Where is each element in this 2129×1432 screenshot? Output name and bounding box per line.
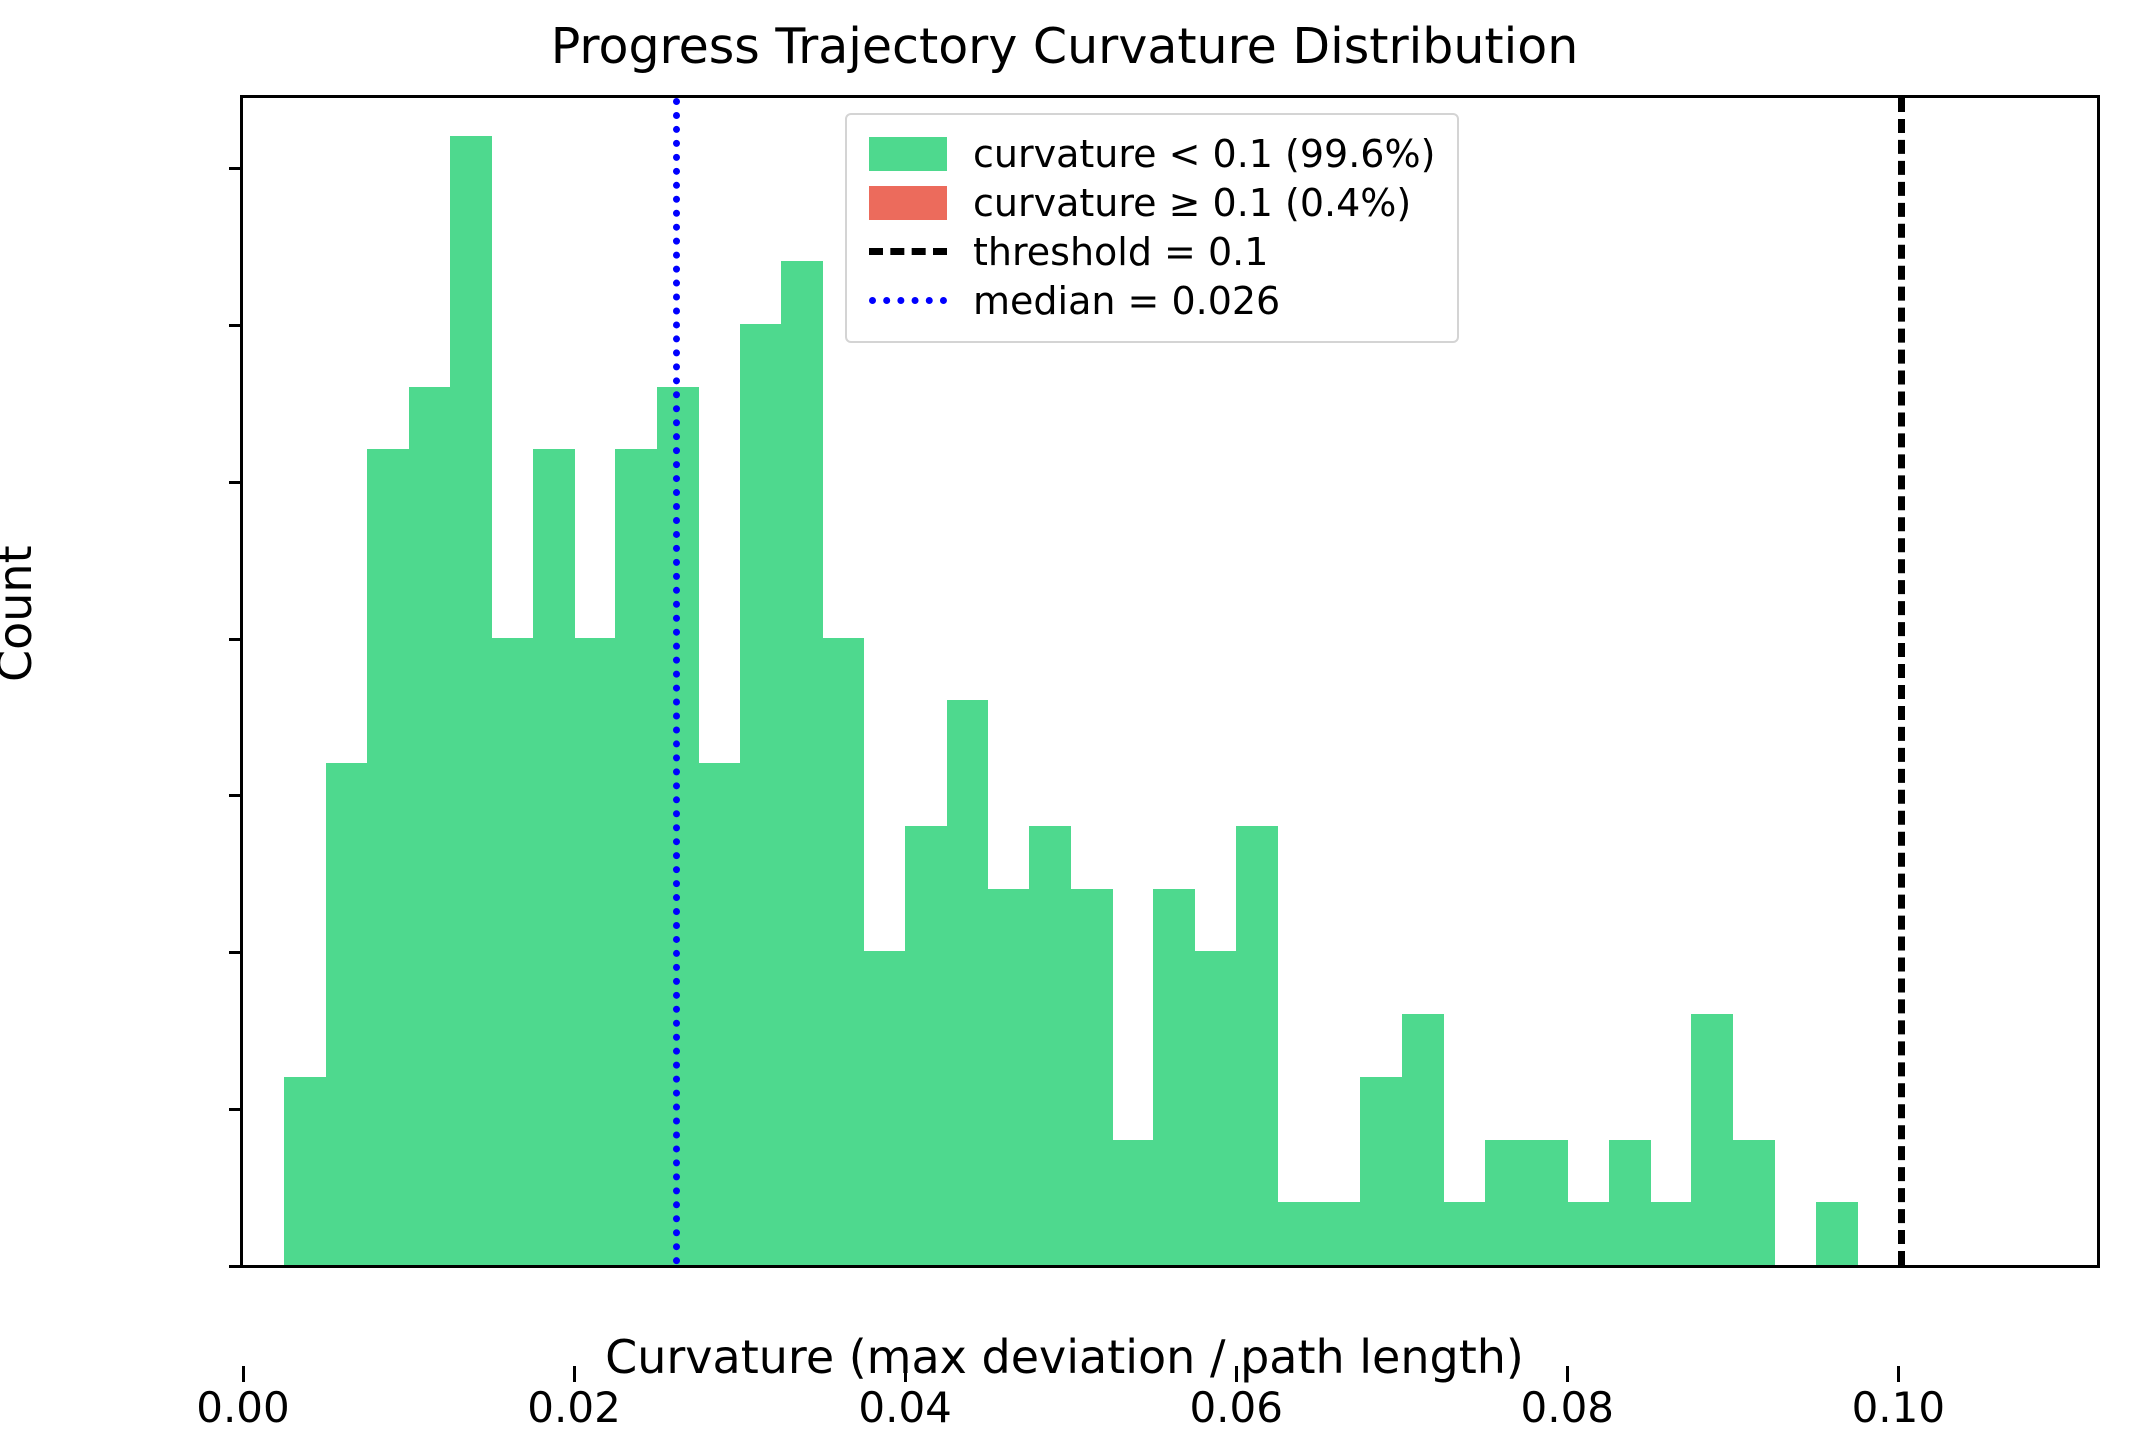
histogram-bar xyxy=(1732,1139,1775,1265)
x-tick-mark xyxy=(904,1366,908,1382)
x-tick-label: 0.10 xyxy=(1851,1383,1946,1432)
x-tick-label: 0.04 xyxy=(858,1383,952,1432)
histogram-bar xyxy=(1567,1202,1610,1265)
x-tick-mark xyxy=(242,1366,245,1382)
x-tick-label: 0.00 xyxy=(196,1383,290,1432)
legend-dashed-line-icon xyxy=(869,248,947,255)
legend-item[interactable]: curvature < 0.1 (99.6%) xyxy=(869,129,1435,178)
histogram-bar xyxy=(1360,1076,1403,1265)
histogram-bar xyxy=(987,888,1030,1265)
legend-dotted-line-icon xyxy=(869,297,947,304)
legend-swatch xyxy=(869,136,947,171)
legend: curvature < 0.1 (99.6%) curvature ≥ 0.1 (… xyxy=(845,113,1460,343)
histogram-bar xyxy=(1484,1139,1527,1265)
y-tick-mark xyxy=(229,637,243,641)
legend-swatch xyxy=(869,185,947,220)
histogram-bar xyxy=(284,1076,327,1265)
histogram-bar xyxy=(1608,1139,1651,1265)
histogram-bar xyxy=(698,763,741,1265)
x-tick-label: 0.06 xyxy=(1189,1383,1283,1432)
legend-label: curvature < 0.1 (99.6%) xyxy=(973,131,1436,176)
histogram-bar xyxy=(1401,1014,1444,1265)
histogram-bar xyxy=(1070,888,1113,1265)
histogram-bar xyxy=(615,449,658,1265)
histogram-bar xyxy=(1153,888,1196,1265)
threshold-line xyxy=(1898,98,1906,1265)
histogram-bar xyxy=(1236,825,1279,1265)
histogram-bar xyxy=(1318,1202,1361,1265)
x-tick-label: 0.08 xyxy=(1520,1383,1615,1432)
histogram-bar xyxy=(1194,951,1237,1265)
y-axis-label: Count xyxy=(0,545,42,682)
histogram-bar xyxy=(532,449,575,1265)
histogram-bar xyxy=(822,637,865,1265)
x-tick-mark xyxy=(1566,1366,1570,1382)
histogram-bar xyxy=(491,637,534,1265)
histogram-bar xyxy=(574,637,617,1265)
y-tick-mark xyxy=(229,951,243,955)
histogram-bar xyxy=(325,763,368,1265)
legend-label: curvature ≥ 0.1 (0.4%) xyxy=(973,180,1412,225)
y-tick-mark xyxy=(229,167,243,171)
x-axis-label: Curvature (max deviation / path length) xyxy=(605,1330,1524,1384)
histogram-bar xyxy=(1525,1139,1568,1265)
histogram-bars xyxy=(243,98,2097,1265)
x-tick-mark xyxy=(573,1366,577,1382)
legend-item[interactable]: curvature ≥ 0.1 (0.4%) xyxy=(869,178,1435,227)
y-tick-mark xyxy=(229,323,243,327)
median-line xyxy=(673,98,681,1265)
legend-item[interactable]: median = 0.026 xyxy=(869,276,1435,325)
x-tick-mark xyxy=(1235,1366,1239,1382)
histogram-bar xyxy=(780,261,823,1265)
x-tick-label: 0.02 xyxy=(527,1383,621,1432)
histogram-bar xyxy=(946,700,989,1265)
legend-item[interactable]: threshold = 0.1 xyxy=(869,227,1435,276)
chart-title: Progress Trajectory Curvature Distributi… xyxy=(550,18,1579,75)
histogram-bar xyxy=(1112,1139,1155,1265)
legend-label: median = 0.026 xyxy=(973,278,1281,323)
histogram-bar xyxy=(449,135,492,1265)
y-tick-mark xyxy=(229,794,243,798)
y-tick-mark xyxy=(229,480,243,484)
histogram-bar xyxy=(1815,1202,1858,1265)
y-tick-mark xyxy=(229,1265,243,1268)
histogram-bar xyxy=(863,951,906,1265)
histogram-bar xyxy=(367,449,410,1265)
histogram-bar xyxy=(1029,825,1072,1265)
histogram-bar xyxy=(1443,1202,1486,1265)
histogram-bar xyxy=(739,323,782,1265)
y-tick-mark xyxy=(229,1108,243,1112)
legend-label: threshold = 0.1 xyxy=(973,229,1269,274)
x-tick-mark xyxy=(1897,1366,1901,1382)
histogram-bar xyxy=(905,825,948,1265)
histogram-bar xyxy=(1277,1202,1320,1265)
histogram-bar xyxy=(1650,1202,1693,1265)
histogram-bar xyxy=(1691,1014,1734,1265)
histogram-bar xyxy=(408,386,451,1265)
